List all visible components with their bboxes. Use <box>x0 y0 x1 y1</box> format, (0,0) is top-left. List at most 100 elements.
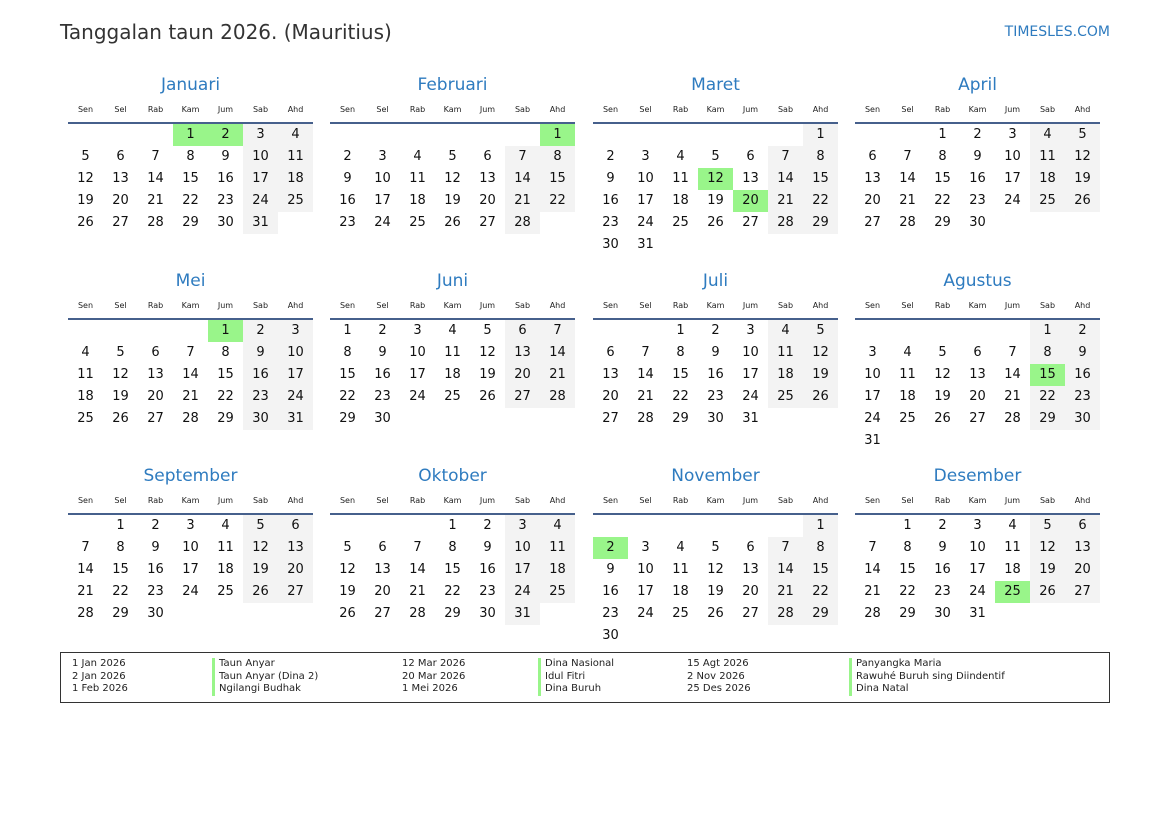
day-cell[interactable]: 14 <box>147 171 164 186</box>
day-cell[interactable]: 10 <box>969 540 986 555</box>
day-cell[interactable]: 24 <box>742 389 759 404</box>
day-cell[interactable]: 3 <box>378 149 387 164</box>
day-cell[interactable]: 17 <box>637 193 654 208</box>
day-cell[interactable]: 22 <box>217 389 234 404</box>
day-cell[interactable]: 13 <box>969 367 986 382</box>
day-cell[interactable]: 27 <box>278 581 313 603</box>
day-cell[interactable]: 11 <box>1004 540 1021 555</box>
day-cell[interactable]: 23 <box>243 386 278 408</box>
day-cell[interactable]: 7 <box>186 345 195 360</box>
day-cell[interactable]: 28 <box>899 215 916 230</box>
day-cell[interactable]: 28 <box>540 386 575 408</box>
day-cell[interactable]: 4 <box>676 540 685 555</box>
day-cell[interactable]: 10 <box>637 562 654 577</box>
day-cell[interactable]: 11 <box>672 562 689 577</box>
day-cell[interactable]: 8 <box>116 540 125 555</box>
day-cell[interactable]: 18 <box>672 193 689 208</box>
day-cell[interactable]: 31 <box>505 603 540 625</box>
day-cell[interactable]: 23 <box>969 193 986 208</box>
day-cell[interactable]: 31 <box>637 237 654 252</box>
day-cell[interactable]: 22 <box>803 581 838 603</box>
day-cell[interactable]: 31 <box>742 411 759 426</box>
day-cell[interactable]: 18 <box>77 389 94 404</box>
day-cell[interactable]: 14 <box>77 562 94 577</box>
day-cell[interactable]: 7 <box>903 149 912 164</box>
day-cell[interactable]: 19 <box>444 193 461 208</box>
day-cell[interactable]: 12 <box>934 367 951 382</box>
day-cell[interactable]: 15 <box>540 168 575 190</box>
day-cell[interactable]: 8 <box>676 345 685 360</box>
day-cell[interactable]: 19 <box>339 584 356 599</box>
day-cell[interactable]: 7 <box>413 540 422 555</box>
day-cell[interactable]: 26 <box>707 606 724 621</box>
day-cell[interactable]: 19 <box>1030 559 1065 581</box>
day-cell[interactable]: 26 <box>77 215 94 230</box>
day-cell[interactable]: 12 <box>243 537 278 559</box>
day-cell[interactable]: 19 <box>77 193 94 208</box>
day-cell[interactable]: 4 <box>1008 518 1017 533</box>
day-cell[interactable]: 4 <box>1030 124 1065 146</box>
day-cell[interactable]: 10 <box>742 345 759 360</box>
day-cell[interactable]: 6 <box>378 540 387 555</box>
day-cell[interactable]: 21 <box>77 584 94 599</box>
day-cell[interactable]: 25 <box>768 386 803 408</box>
day-cell[interactable]: 5 <box>343 540 352 555</box>
day-cell[interactable]: 17 <box>1004 171 1021 186</box>
day-cell[interactable]: 16 <box>374 367 391 382</box>
day-cell[interactable]: 20 <box>602 389 619 404</box>
day-cell[interactable]: 30 <box>969 215 986 230</box>
day-cell[interactable]: 15 <box>672 367 689 382</box>
day-cell[interactable]: 15 <box>934 171 951 186</box>
day-cell[interactable]: 27 <box>374 606 391 621</box>
day-cell[interactable]: 23 <box>602 606 619 621</box>
day-cell[interactable]: 21 <box>147 193 164 208</box>
day-cell[interactable]: 3 <box>746 323 755 338</box>
day-cell[interactable]: 25 <box>409 215 426 230</box>
day-cell[interactable]: 12 <box>1065 146 1100 168</box>
day-cell[interactable]: 30 <box>602 628 619 643</box>
day-cell[interactable]: 2 <box>606 149 615 164</box>
day-cell[interactable]: 16 <box>339 193 356 208</box>
day-cell[interactable]: 22 <box>339 389 356 404</box>
day-cell[interactable]: 8 <box>343 345 352 360</box>
day-cell[interactable]: 29 <box>672 411 689 426</box>
day-cell[interactable]: 18 <box>899 389 916 404</box>
day-cell[interactable]: 18 <box>444 367 461 382</box>
day-cell[interactable]: 20 <box>278 559 313 581</box>
day-cell[interactable]: 18 <box>672 584 689 599</box>
day-cell[interactable]: 25 <box>672 215 689 230</box>
day-cell[interactable]: 28 <box>147 215 164 230</box>
day-cell[interactable]: 27 <box>742 606 759 621</box>
day-cell[interactable]: 1 <box>676 323 685 338</box>
holiday-day-cell[interactable]: 1 <box>540 124 575 146</box>
day-cell[interactable]: 28 <box>505 212 540 234</box>
day-cell[interactable]: 8 <box>938 149 947 164</box>
day-cell[interactable]: 4 <box>413 149 422 164</box>
day-cell[interactable]: 3 <box>413 323 422 338</box>
day-cell[interactable]: 3 <box>641 149 650 164</box>
day-cell[interactable]: 19 <box>112 389 129 404</box>
day-cell[interactable]: 21 <box>637 389 654 404</box>
day-cell[interactable]: 7 <box>641 345 650 360</box>
day-cell[interactable]: 1 <box>938 127 947 142</box>
day-cell[interactable]: 20 <box>147 389 164 404</box>
holiday-day-cell[interactable]: 2 <box>593 537 628 559</box>
day-cell[interactable]: 11 <box>278 146 313 168</box>
day-cell[interactable]: 18 <box>217 562 234 577</box>
day-cell[interactable]: 17 <box>374 193 391 208</box>
day-cell[interactable]: 18 <box>1004 562 1021 577</box>
day-cell[interactable]: 11 <box>672 171 689 186</box>
day-cell[interactable]: 14 <box>768 559 803 581</box>
day-cell[interactable]: 7 <box>768 146 803 168</box>
day-cell[interactable]: 27 <box>602 411 619 426</box>
day-cell[interactable]: 28 <box>77 606 94 621</box>
day-cell[interactable]: 1 <box>116 518 125 533</box>
day-cell[interactable]: 10 <box>374 171 391 186</box>
day-cell[interactable]: 10 <box>243 146 278 168</box>
day-cell[interactable]: 28 <box>182 411 199 426</box>
day-cell[interactable]: 22 <box>899 584 916 599</box>
day-cell[interactable]: 28 <box>409 606 426 621</box>
day-cell[interactable]: 28 <box>768 212 803 234</box>
day-cell[interactable]: 7 <box>868 540 877 555</box>
day-cell[interactable]: 17 <box>969 562 986 577</box>
